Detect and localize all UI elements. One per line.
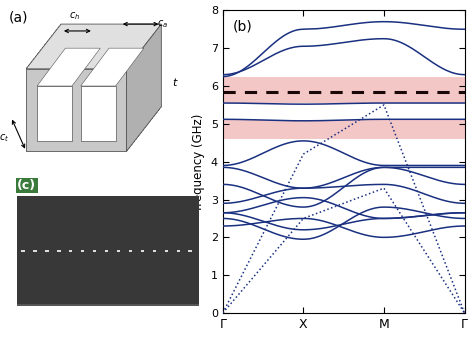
Bar — [17, 304, 199, 306]
Text: $c_t$: $c_t$ — [0, 132, 9, 143]
Text: $c_a$: $c_a$ — [157, 18, 168, 30]
Text: (c): (c) — [17, 179, 36, 192]
Polygon shape — [37, 48, 100, 86]
Polygon shape — [37, 86, 72, 141]
Bar — [17, 196, 199, 306]
Y-axis label: frequency (GHz): frequency (GHz) — [192, 114, 205, 210]
Bar — [223, 120, 465, 139]
Polygon shape — [81, 86, 116, 141]
Polygon shape — [26, 69, 127, 151]
Polygon shape — [81, 48, 144, 86]
Bar — [223, 76, 465, 103]
Polygon shape — [26, 24, 161, 69]
Text: (a): (a) — [9, 10, 28, 24]
Polygon shape — [127, 24, 161, 151]
Text: (b): (b) — [232, 19, 252, 33]
Text: $c_h$: $c_h$ — [69, 11, 80, 22]
Text: $t$: $t$ — [172, 76, 179, 88]
